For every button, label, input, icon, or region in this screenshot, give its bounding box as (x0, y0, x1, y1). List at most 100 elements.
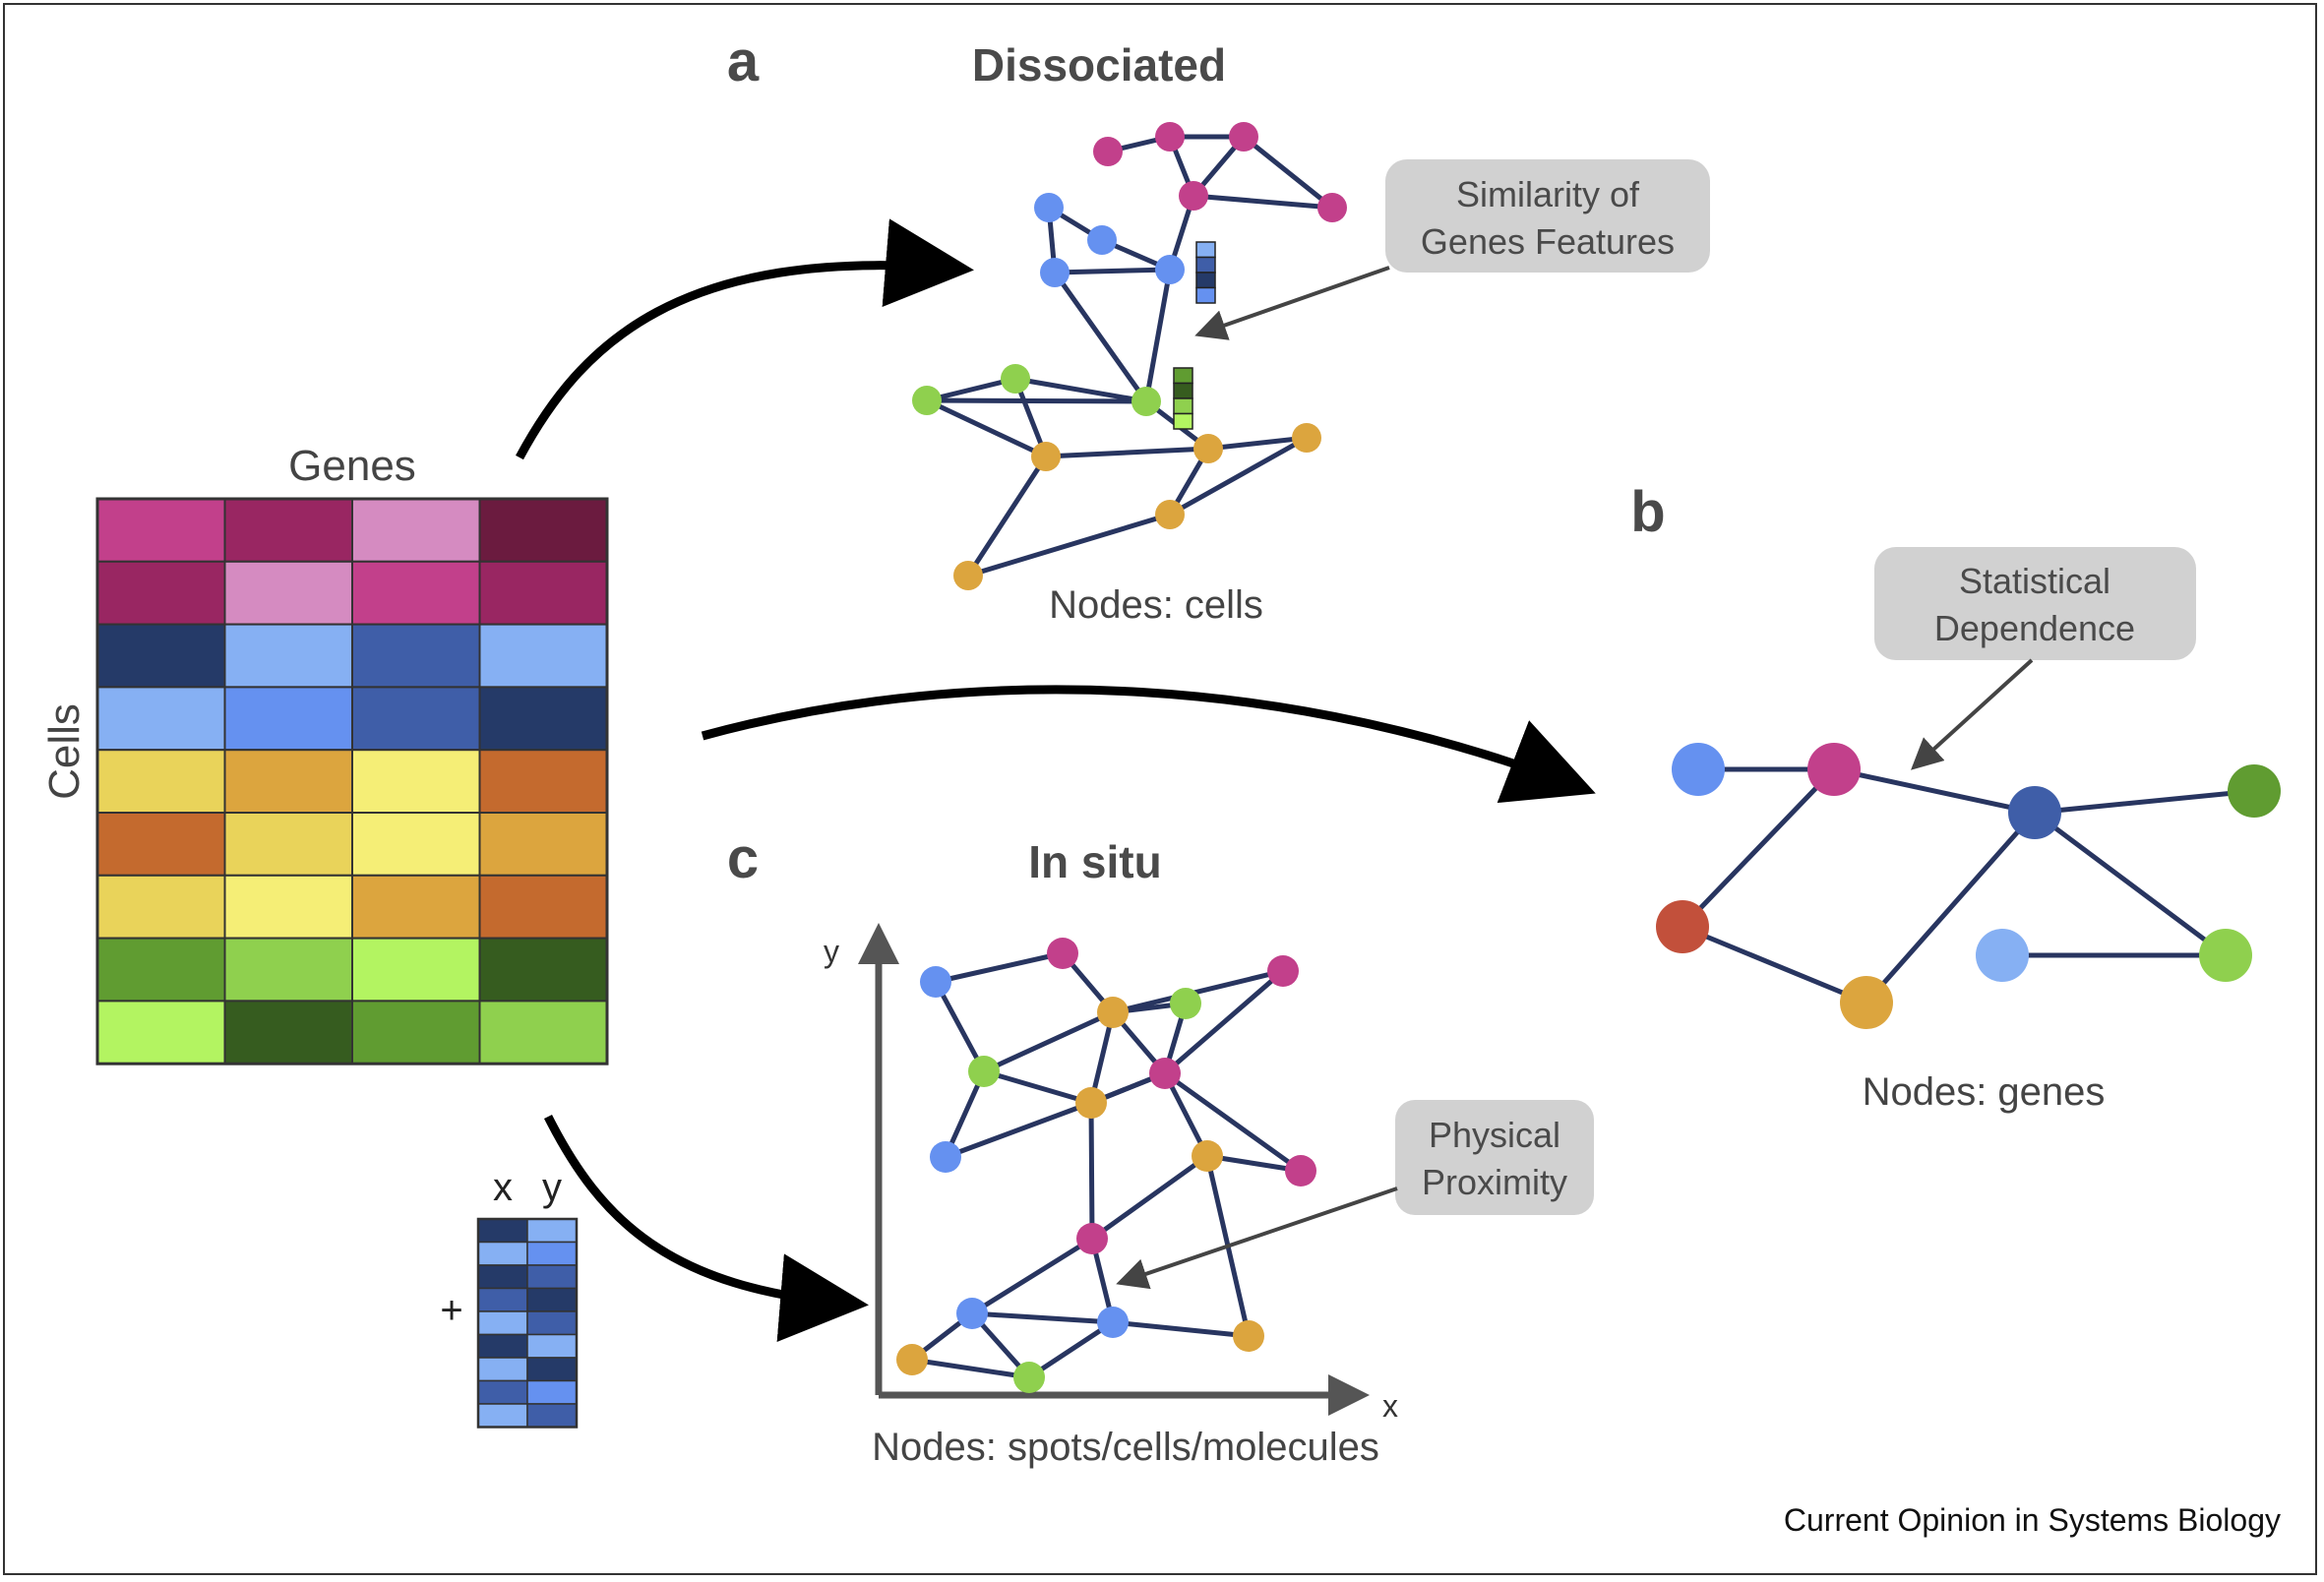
graph-edge (943, 1100, 1094, 1160)
spatial-node (1149, 1058, 1181, 1089)
feature-vector-cell (1195, 256, 1216, 274)
gene-graph-nodes (1656, 743, 2281, 1029)
coordinate-cell (477, 1310, 528, 1336)
coord-y-header: y (542, 1166, 562, 1209)
cell-node (1292, 423, 1321, 453)
graph-edge (1167, 435, 1310, 517)
cell-node (912, 386, 942, 415)
graph-edge (981, 1068, 1094, 1106)
arrow-to-in-situ (543, 1114, 869, 1343)
panel-c: c In situ y x Physical Proximity Nodes: … (727, 826, 1594, 1469)
cell-node (1193, 434, 1223, 463)
matrix-cell (478, 686, 608, 752)
coordinate-cell (477, 1218, 528, 1244)
figure-border (3, 3, 2317, 1575)
matrix-cells (95, 497, 609, 1065)
expression-matrix: Genes Cells (40, 442, 609, 1065)
graph-edge (933, 979, 987, 1074)
coordinate-cell (526, 1333, 578, 1359)
cell-graph-edges (924, 134, 1335, 578)
callout-line-2: Proximity (1422, 1162, 1567, 1202)
matrix-cell (96, 749, 226, 815)
graph-edge (1110, 968, 1286, 1015)
matrix-cell (351, 874, 481, 940)
panel-a-title: Dissociated (972, 39, 1226, 91)
matrix-cell (223, 560, 353, 626)
cell-node (1031, 442, 1061, 471)
panel-c-caption: Nodes: spots/cells/molecules (872, 1426, 1379, 1469)
panel-a: a Dissociated Similarity of Genes Featur… (727, 30, 1710, 627)
graph-edge (924, 376, 1018, 403)
cell-node (1093, 137, 1123, 166)
matrix-cell (96, 874, 226, 940)
x-axis-label: x (1382, 1388, 1398, 1424)
graph-edge (969, 1236, 1095, 1316)
matrix-cell (223, 749, 353, 815)
matrix-cell (351, 498, 481, 563)
graph-edge (933, 950, 1066, 985)
graph-edge (969, 1310, 1116, 1325)
feature-vector-cell (1173, 382, 1193, 399)
matrix-cell (478, 812, 608, 877)
spatial-node (968, 1056, 1000, 1087)
coordinate-outline (476, 1217, 579, 1429)
graph-edge (1043, 446, 1211, 459)
gene-node (2008, 786, 2061, 839)
gene-node (2199, 929, 2252, 982)
coordinate-cell (526, 1403, 578, 1429)
callout-pointer (1194, 266, 1390, 340)
y-axis-label: y (824, 934, 839, 969)
spatial-node (1097, 1307, 1129, 1338)
coordinate-cell (477, 1264, 528, 1290)
gene-node (1807, 743, 1861, 796)
coordinate-cell (526, 1241, 578, 1266)
cell-graph-nodes (912, 122, 1347, 590)
panel-b-caption: Nodes: genes (1863, 1070, 2106, 1114)
callout-pointer (1911, 658, 2034, 770)
graph-edge (1205, 435, 1310, 452)
graph-edge (965, 512, 1173, 578)
matrix-cell (351, 1000, 481, 1065)
matrix-cell (96, 686, 226, 752)
feature-vector-cell (1173, 412, 1193, 430)
cell-node (1155, 122, 1185, 152)
coordinate-cell (526, 1218, 578, 1244)
genes-label: Genes (288, 442, 416, 490)
flow-arrows (516, 218, 1596, 1343)
graph-edge (2032, 788, 2257, 816)
spatial-node (1076, 1223, 1108, 1254)
callout-line-1: Physical (1429, 1115, 1560, 1155)
coordinate-cell (477, 1403, 528, 1429)
feature-vector-cell (1195, 286, 1216, 304)
matrix-cell (478, 1000, 608, 1065)
graph-edge (1089, 1153, 1210, 1242)
panel-a-caption: Nodes: cells (1049, 583, 1263, 627)
graph-edge (1680, 766, 1837, 930)
callout-pointer (1116, 1186, 1398, 1290)
gene-node (1672, 743, 1725, 796)
graph-edge (1680, 924, 1869, 1005)
cell-node (953, 561, 983, 590)
spatial-coordinates: x y + (440, 1166, 579, 1429)
graph-edge (924, 397, 1049, 459)
graph-edge (1052, 270, 1149, 404)
graph-edge (1241, 134, 1335, 211)
plus-sign: + (440, 1289, 462, 1332)
graph-edge (1204, 1153, 1304, 1174)
graph-edge (1088, 1100, 1095, 1242)
gene-node (1976, 929, 2029, 982)
feature-vectors (1173, 241, 1216, 430)
callout-box (1385, 159, 1710, 273)
matrix-cell (478, 874, 608, 940)
proximity-callout: Physical Proximity (1116, 1100, 1594, 1290)
matrix-cell (351, 937, 481, 1003)
spatial-node (896, 1344, 928, 1375)
callout-box (1395, 1100, 1594, 1215)
feature-vector-cell (1195, 241, 1216, 259)
feature-vector-cell (1195, 272, 1216, 289)
spatial-node (1170, 988, 1201, 1019)
similarity-callout: Similarity of Genes Features (1194, 159, 1710, 340)
graph-edge (1012, 376, 1149, 404)
dependence-callout: Statistical Dependence (1874, 547, 2196, 770)
